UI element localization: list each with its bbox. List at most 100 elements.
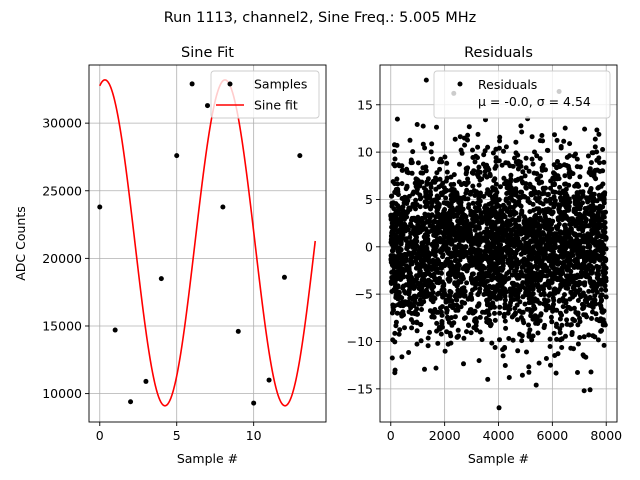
residual-point <box>508 172 514 178</box>
residual-point <box>421 221 427 227</box>
residual-point <box>448 174 454 180</box>
residual-point <box>457 134 463 140</box>
residual-point <box>514 282 520 288</box>
residual-point <box>542 211 547 217</box>
sample-point <box>97 204 103 210</box>
residual-point <box>485 376 491 382</box>
residual-point <box>546 218 552 224</box>
residual-point <box>453 257 459 263</box>
sine-fit-panel: Sine Fit 0 5 10 10000 15000 20000 25000 30000 S… <box>13 45 327 466</box>
residual-point <box>561 138 567 144</box>
residual-point <box>599 196 604 202</box>
sine-fit-ticks: 0 5 10 10000 15000 20000 25000 30000 <box>42 116 261 443</box>
residual-point <box>589 257 595 263</box>
residual-point <box>467 227 473 233</box>
residual-point <box>457 237 462 243</box>
residual-point <box>564 321 570 327</box>
residual-point <box>512 155 517 161</box>
residual-point <box>534 171 540 177</box>
residual-point <box>527 209 533 215</box>
residual-point <box>424 195 430 201</box>
residual-point <box>519 338 525 344</box>
residual-point <box>578 269 584 275</box>
legend-samples-label: Samples <box>254 77 307 92</box>
residual-point <box>431 262 437 268</box>
residual-point <box>569 330 575 335</box>
residual-point <box>591 286 597 292</box>
residual-point <box>403 186 409 192</box>
residual-point <box>429 286 435 292</box>
residual-point <box>396 163 402 169</box>
residual-point <box>497 295 503 301</box>
residual-point <box>598 328 604 334</box>
residual-point <box>592 293 598 299</box>
residual-point <box>601 200 607 206</box>
residual-point <box>413 206 418 212</box>
sine-fit-xtick-label: 10 <box>246 428 262 443</box>
residual-point <box>466 310 472 316</box>
residual-point <box>468 276 474 282</box>
residual-point <box>459 150 465 156</box>
residual-point <box>513 189 519 195</box>
residual-point <box>543 237 549 242</box>
residual-point <box>509 314 515 320</box>
residual-point <box>563 228 569 234</box>
residual-point <box>399 196 405 201</box>
residual-point <box>551 287 557 292</box>
residual-point <box>469 254 475 260</box>
residual-point <box>552 353 558 358</box>
residual-point <box>491 199 497 205</box>
residual-point <box>492 310 497 316</box>
residual-point <box>522 286 528 292</box>
residual-point <box>423 266 429 272</box>
residual-point <box>558 229 564 235</box>
residual-point <box>466 124 472 130</box>
residual-point <box>423 271 429 277</box>
residual-point <box>477 266 482 272</box>
residual-point <box>425 343 431 349</box>
residual-point <box>487 268 493 274</box>
residual-point <box>595 210 601 216</box>
residual-point <box>563 258 569 264</box>
residual-point <box>548 314 554 320</box>
residual-point <box>459 272 465 278</box>
residual-point <box>502 301 508 307</box>
sample-point <box>281 274 287 280</box>
residual-point <box>514 302 520 308</box>
residual-point <box>510 217 516 222</box>
residual-point <box>558 163 564 169</box>
residual-point <box>517 245 523 251</box>
residual-point <box>506 374 512 380</box>
residual-point <box>586 302 592 308</box>
residual-point <box>493 181 499 187</box>
residual-point <box>521 256 527 262</box>
residual-point <box>439 319 445 324</box>
residual-point <box>444 160 450 166</box>
residual-point <box>414 341 420 347</box>
sine-fit-ytick-label: 25000 <box>42 183 82 198</box>
residual-point <box>409 160 415 166</box>
residual-point <box>408 295 414 301</box>
residual-point <box>496 145 502 151</box>
residual-point <box>488 253 494 259</box>
residual-point <box>440 279 445 285</box>
residual-point <box>429 314 435 320</box>
residual-point <box>507 188 513 194</box>
residual-point <box>439 224 445 230</box>
residual-point <box>475 144 481 150</box>
residual-point <box>601 342 607 348</box>
residual-point <box>577 287 583 293</box>
residual-point <box>502 363 508 368</box>
residual-point <box>420 165 426 171</box>
residual-point <box>505 310 511 316</box>
residuals-ytick-label: 0 <box>365 239 373 254</box>
residual-point <box>577 196 583 202</box>
residual-point <box>417 269 423 274</box>
residual-point <box>557 330 563 336</box>
residual-point <box>446 272 451 278</box>
residual-point <box>479 235 485 241</box>
residual-point <box>553 233 559 239</box>
residual-point <box>444 175 450 181</box>
residual-point <box>555 217 561 223</box>
residual-point <box>548 272 553 278</box>
